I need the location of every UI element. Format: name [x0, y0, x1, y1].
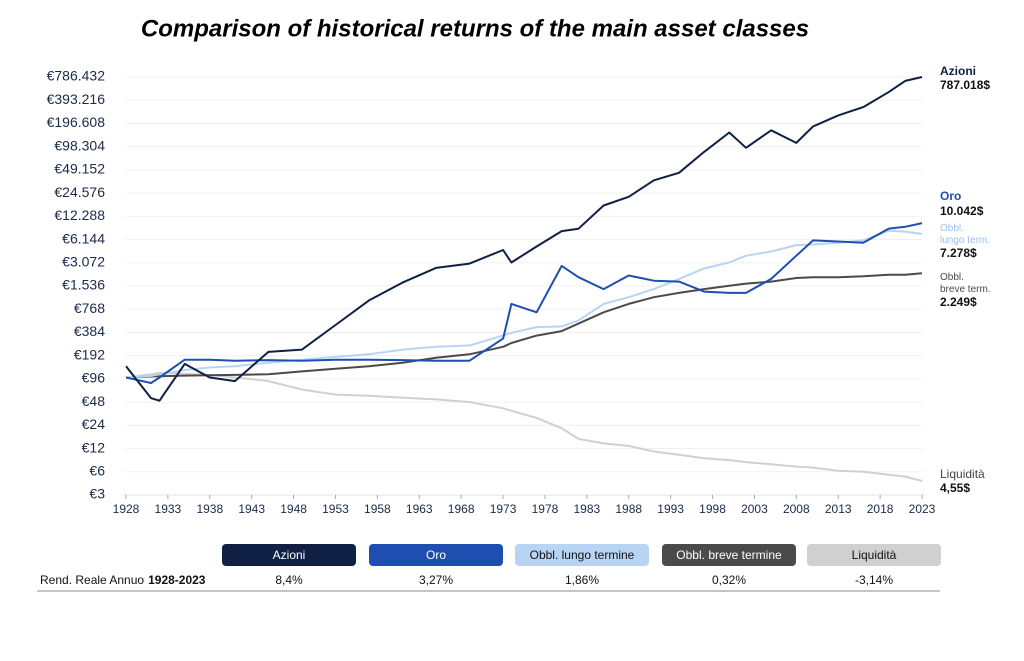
end-value-label: 7.278$: [940, 246, 977, 260]
return-value: 0,32%: [712, 573, 746, 587]
y-tick-label: €48: [82, 393, 106, 409]
returns-label-text: Rend. Reale Annuo: [40, 573, 144, 587]
y-tick-label: €6.144: [62, 230, 105, 246]
legend-label: Liquidità: [852, 548, 897, 562]
x-tick-label: 1978: [532, 502, 559, 516]
x-tick-label: 2023: [909, 502, 936, 516]
end-value-label: 10.042$: [940, 204, 984, 218]
end-name-line: lungo term.: [940, 235, 990, 246]
x-tick-label: 1973: [490, 502, 517, 516]
legend-label: Oro: [426, 548, 446, 562]
series-line: [125, 222, 923, 384]
legend-swatch: [369, 544, 503, 566]
x-tick-label: 2003: [741, 502, 768, 516]
series-line: [125, 272, 923, 379]
y-tick-label: €384: [74, 323, 105, 339]
legend-swatch: [515, 544, 649, 566]
y-tick-label: €768: [74, 300, 105, 316]
legend-label: Obbl. breve termine: [676, 548, 782, 562]
series-line: [125, 76, 923, 402]
y-tick-label: €393.216: [47, 91, 106, 107]
x-tick-label: 1963: [406, 502, 433, 516]
legend-label: Azioni: [273, 548, 306, 562]
end-name-line: Obbl.: [940, 223, 964, 234]
end-value-label: 2.249$: [940, 295, 977, 309]
end-name: Liquidità: [940, 467, 985, 481]
y-tick-label: €3.072: [62, 253, 105, 269]
y-tick-label: €12.288: [54, 207, 105, 223]
x-tick-label: 2013: [825, 502, 852, 516]
y-tick-label: €24.576: [54, 184, 105, 200]
y-tick-label: €786.432: [47, 68, 106, 84]
x-tick-label: 1988: [615, 502, 642, 516]
y-tick-label: €196.608: [47, 114, 106, 130]
y-tick-label: €3: [89, 486, 105, 502]
return-value: -3,14%: [855, 573, 893, 587]
x-tick-label: 1968: [448, 502, 475, 516]
x-tick-label: 1948: [280, 502, 307, 516]
x-tick-label: 1933: [155, 502, 182, 516]
x-tick-label: 1928: [113, 502, 140, 516]
x-tick-label: 1943: [238, 502, 265, 516]
x-tick-label: 1958: [364, 502, 391, 516]
x-tick-label: 1953: [322, 502, 349, 516]
y-tick-label: €96: [82, 370, 106, 386]
end-value-label: 787.018$: [940, 78, 990, 92]
x-tick-label: 1938: [196, 502, 223, 516]
returns-period: 1928-2023: [148, 573, 206, 587]
y-tick-label: €192: [74, 346, 105, 362]
x-tick-label: 2008: [783, 502, 810, 516]
end-name: Oro: [940, 189, 961, 203]
end-name-line: Obbl.: [940, 272, 964, 283]
x-tick-label: 1993: [657, 502, 684, 516]
y-tick-label: €12: [82, 439, 106, 455]
y-tick-label: €98.304: [54, 137, 105, 153]
y-tick-label: €24: [82, 416, 106, 432]
return-value: 8,4%: [275, 573, 303, 587]
x-tick-label: 1983: [573, 502, 600, 516]
end-name: Azioni: [940, 64, 976, 78]
y-tick-label: €1.536: [62, 277, 105, 293]
legend-swatch: [807, 544, 941, 566]
returns-label: Rend. Reale Annuo 1928-2023: [40, 573, 206, 587]
x-tick-label: 2018: [867, 502, 894, 516]
legend-label: Obbl. lungo termine: [530, 548, 635, 562]
series-line: [125, 371, 923, 482]
y-tick-label: €49.152: [54, 161, 105, 177]
legend-swatch: [662, 544, 796, 566]
chart-title: Comparison of historical returns of the …: [141, 15, 809, 42]
x-tick-label: 1998: [699, 502, 726, 516]
end-value-label: 4,55$: [940, 481, 970, 495]
return-value: 3,27%: [419, 573, 453, 587]
end-name: Obbl. lungo term.: [940, 223, 990, 246]
end-name-line: breve term.: [940, 284, 991, 295]
legend-swatch: [222, 544, 356, 566]
y-tick-label: €6: [89, 462, 105, 478]
end-name: Obbl. breve term.: [940, 272, 991, 295]
return-value: 1,86%: [565, 573, 599, 587]
